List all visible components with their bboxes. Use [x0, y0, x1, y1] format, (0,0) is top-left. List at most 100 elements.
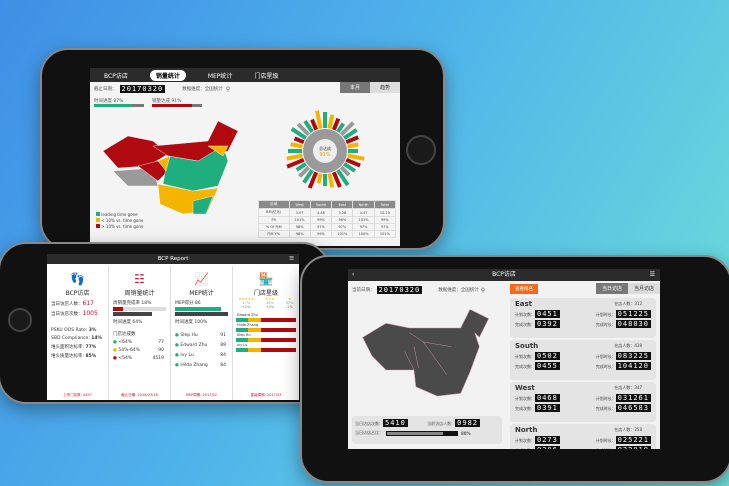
menu-icon[interactable]: ☰ [289, 256, 294, 262]
radial-bar [286, 157, 305, 169]
col-bcp[interactable]: 👣 BCP访店 当日访店人数：617 当日访店次数：1005 PSKU OOS … [47, 266, 109, 400]
star-group: ★★★★★ 17% +2% [239, 297, 255, 309]
radial-bar [345, 157, 361, 168]
tab-star[interactable]: 门店星级 [254, 72, 279, 80]
plan-count-label: 计划次数： [515, 396, 535, 401]
menu-icon[interactable]: ☰ [649, 271, 655, 278]
table-cell: 101% [331, 230, 354, 238]
plan-count: 0451 [535, 310, 560, 318]
table-cell: 4.48 [309, 208, 333, 217]
table-cell: 101% [373, 230, 397, 238]
kpi-label: 堆头质量达标率: [51, 354, 85, 359]
radial-bar [331, 117, 341, 131]
region-card-south[interactable]: South 在店人数：438 计划次数： 0502 计划时长： 083225 完成次数… [510, 340, 656, 380]
region-people: 在店人数：438 [614, 343, 642, 348]
radial-bar [343, 162, 357, 173]
bottles-icon: ☷ [134, 272, 145, 286]
done-time-label: 完成时长： [595, 322, 616, 327]
star-bar [236, 348, 296, 352]
header-cell: 区域 [258, 200, 290, 209]
search-icon[interactable]: ⚲ [480, 286, 486, 294]
star-change: +0% [265, 305, 275, 309]
person-row: ● Slep Hu 91 [175, 333, 226, 338]
footprint-icon: 👣 [70, 272, 85, 286]
star-share: 26% [266, 301, 274, 305]
plan-time-label: 计划时长： [595, 396, 616, 401]
radial-bar [290, 142, 303, 149]
sales-screen: BCP访店 销量统计 MEP统计 门店星级 截止日期： 20170320 数据维… [90, 68, 400, 246]
radial-bar [339, 165, 351, 177]
star-change: -2% [286, 305, 293, 309]
rank-button[interactable]: 查看排名 [510, 284, 538, 294]
radial-bar [343, 128, 358, 140]
star-group: ★★★ 26% +0% [265, 297, 274, 309]
toggle-trend[interactable]: 趋势 [369, 82, 400, 93]
search-icon[interactable]: ⚲ [225, 85, 231, 93]
header-cell: East [331, 200, 354, 209]
report-screen: BCP Report ☰ 👣 BCP访店 当日访店人数：617 当日访店次数：1… [47, 254, 299, 400]
region-people: 在店人数：312 [614, 301, 642, 306]
region-table: 区域 West South East North Total BM(亿元) 3.07 4.48 3… [258, 200, 397, 238]
region-card-north[interactable]: North 在店人数：258 计划次数：0273 计划时长：025221 完成次数… [510, 424, 656, 449]
toggle-today[interactable]: 当日访店 [595, 283, 628, 294]
radial-bar [347, 153, 365, 161]
tab-sales[interactable]: 销量统计 [149, 69, 186, 81]
done-time: 046583 [615, 404, 651, 412]
range-label: 54%-64% [118, 348, 141, 353]
star-share: 17% [242, 301, 251, 305]
date-display: 20170320 [376, 286, 423, 294]
star-bar [236, 328, 296, 332]
radial-bar [327, 114, 335, 129]
header-cell: West [288, 200, 311, 209]
donut-center [313, 139, 337, 163]
col-title: 周销量统计 [124, 290, 155, 297]
radial-bar [336, 122, 345, 133]
plan-time-label: 计划时长： [595, 354, 616, 359]
phone-visits: ‹ BCP访店 ☰ 当前日期： 20170320 数据维度：全国统计 ⚲ 当日访… [300, 255, 729, 483]
tab-mep[interactable]: MEP统计 [207, 72, 233, 80]
bar-label: MEP得分 86 [175, 301, 201, 306]
region-card-west[interactable]: West 在店人数：347 计划次数： 0468 计划时长： 031261 完成次数：… [510, 382, 656, 422]
kpi-label: PSKU OOS Rate: [51, 328, 88, 333]
radial-bar [347, 142, 359, 149]
table-cell: 3.07 [288, 208, 311, 217]
header-cell: Total [373, 200, 397, 209]
date-label: 截止日期： [94, 87, 117, 92]
col-footer: 上传门店数: 4497 [63, 393, 92, 397]
table-cell: % Of PJM [258, 223, 290, 231]
radial-bar [290, 127, 307, 140]
person-row: ● Hilda Zhang 84 [175, 363, 226, 368]
table-cell: 100% [352, 230, 375, 238]
back-icon[interactable]: ‹ [352, 271, 355, 278]
table-cell: 15.29 [373, 208, 397, 217]
table-cell: PJM Y% [258, 230, 290, 238]
star-bar [236, 318, 296, 322]
toggle-month[interactable]: 本月 [339, 82, 370, 93]
col-star[interactable]: 🏪 门店星级 ★★★★★ 17% +2% ★★★ 26% +0% ★ 57% -2% Edwar… [233, 266, 299, 400]
home-button[interactable] [8, 308, 32, 332]
star-bar [236, 338, 296, 342]
done-count-label: 完成次数： [515, 448, 535, 449]
col-mep[interactable]: 📈 MEP统计 MEP得分 86 时间进度 100% ● Slep Hu 91 ● … [171, 266, 233, 400]
person-score: 84 [220, 363, 226, 368]
region-card-east[interactable]: East 在店人数：312 计划次数： 0451 计划时长： 051225 完成次数：… [510, 298, 656, 338]
col-footer: MEP周期: 2017/02 [185, 393, 218, 397]
star-icon: ★ [288, 297, 292, 301]
person-name: Edward Zhu [180, 343, 208, 348]
person-score: 84 [220, 353, 226, 358]
rate-label: 当日访店占比： [355, 430, 383, 435]
radial-bar [286, 153, 303, 161]
map-legend: leading time gone < 10% vs. time gone > … [96, 212, 143, 230]
tab-bcp[interactable]: BCP访店 [104, 72, 128, 80]
done-time-label: 完成时长： [596, 448, 616, 449]
home-button[interactable] [406, 135, 436, 165]
range-count: 4519 [152, 356, 164, 361]
radial-bar [307, 171, 319, 189]
plan-time: 025221 [615, 436, 651, 444]
toggle-month[interactable]: 当月访店 [627, 283, 660, 294]
date-label: 当前日期： [352, 288, 375, 293]
date-display: 20170320 [119, 85, 166, 93]
col-weekly[interactable]: ☷ 周销量统计 周销量完成率 18% 时间进度 64% 门店达成数 ● <64%… [109, 266, 171, 400]
done-count: 0392 [535, 320, 560, 328]
col-footer: 星级周期: 2017/03 [250, 393, 282, 397]
